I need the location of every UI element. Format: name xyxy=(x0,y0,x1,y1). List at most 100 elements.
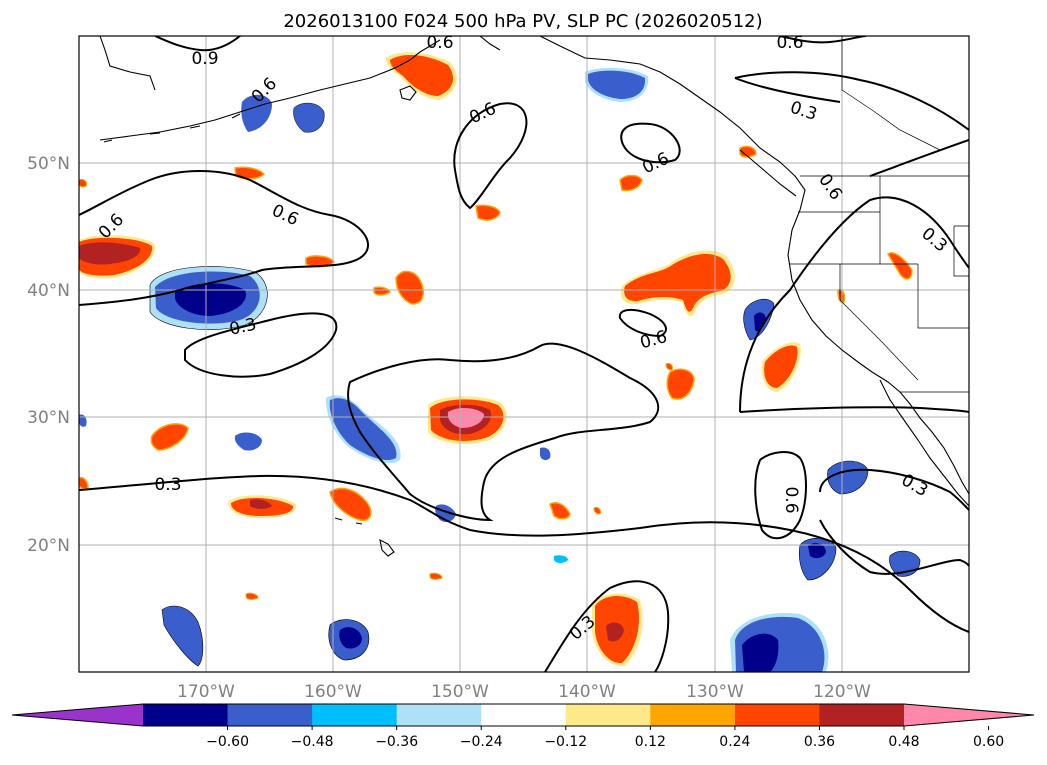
pv-blob xyxy=(764,345,798,388)
contour-line xyxy=(79,474,969,633)
coastline-north-america xyxy=(787,209,969,495)
pv-blob xyxy=(373,286,391,296)
contour-line xyxy=(618,308,667,338)
pv-blob xyxy=(245,592,259,600)
pv-blob xyxy=(79,242,141,265)
pv-blob xyxy=(593,507,601,515)
pv-blob xyxy=(329,398,397,461)
contour-line xyxy=(184,312,338,378)
border-alaska-canada xyxy=(841,36,941,151)
colorbar-tick-label: −0.48 xyxy=(291,734,334,750)
lon-label-130w: 130°W xyxy=(686,682,744,702)
colorbar-segment xyxy=(143,704,229,726)
pv-blob xyxy=(329,487,372,522)
coastline-south-alaska xyxy=(539,36,806,211)
contour-line xyxy=(453,102,528,210)
pv-blob xyxy=(339,627,362,649)
map-panel: 0.9 0.6 0.6 0.6 0.6 0.6 0.6 0.6 0.6 0.3 … xyxy=(78,33,970,673)
coastline-bc-islands xyxy=(739,149,797,197)
lon-label-170w: 170°W xyxy=(177,682,235,702)
contour-label: 0.9 xyxy=(191,49,218,69)
contour-line xyxy=(347,342,660,522)
lon-label-150w: 150°W xyxy=(431,682,489,702)
coastline-hawaii xyxy=(334,517,395,557)
coastlines xyxy=(99,36,969,557)
colorbar-segment xyxy=(819,704,905,726)
colorbar-segment xyxy=(396,704,482,726)
colorbar-tick-label: −0.60 xyxy=(206,734,249,750)
coastline-baja xyxy=(879,379,969,507)
pv-blob xyxy=(161,605,204,667)
pv-blob xyxy=(447,408,484,428)
colorbar-tick-label: 0.36 xyxy=(804,734,835,750)
border-nevada xyxy=(917,264,969,329)
pv-blob xyxy=(886,252,913,280)
pv-blob xyxy=(808,543,826,559)
coastline-alaska-peninsula xyxy=(99,39,441,141)
colorbar-tick-label: 0.48 xyxy=(888,734,919,750)
contour-line xyxy=(819,468,969,511)
colorbar-tick-label: −0.12 xyxy=(544,734,587,750)
chart-title: 2026013100 F024 500 hPa PV, SLP PC (2026… xyxy=(283,11,762,32)
contour-line xyxy=(734,77,969,177)
contour-line xyxy=(739,406,969,413)
political-borders xyxy=(790,36,969,393)
pv-blob xyxy=(619,174,643,192)
contour-line xyxy=(739,196,969,413)
lon-label-160w: 160°W xyxy=(304,682,362,702)
contour-line xyxy=(620,122,681,164)
pv-blob xyxy=(742,633,779,672)
contour-label: 0.6 xyxy=(776,33,803,53)
contour-label: 0.6 xyxy=(781,486,801,513)
colorbar-segment xyxy=(227,704,313,726)
lat-label-40: 40°N xyxy=(27,281,70,301)
pv-blob xyxy=(540,447,551,461)
contour-line xyxy=(779,36,867,44)
contour-line xyxy=(819,519,969,575)
coastline-aleutians xyxy=(103,113,241,143)
coastline-north-edge xyxy=(99,36,501,91)
pv-negative-anomalies xyxy=(79,67,921,672)
colorbar-tick-label: 0.24 xyxy=(719,734,750,750)
colorbar-extend-max xyxy=(904,704,1034,726)
contour-line xyxy=(544,580,670,672)
latitude-labels: 50°N 40°N 30°N 20°N xyxy=(27,154,70,556)
pv-blob xyxy=(79,414,87,427)
pv-positive-anomalies xyxy=(79,52,913,667)
map-frame xyxy=(78,35,970,673)
lon-label-140w: 140°W xyxy=(558,682,616,702)
lat-label-20: 20°N xyxy=(27,536,70,556)
pv-blob xyxy=(395,270,425,305)
colorbar: −0.60 −0.48 −0.36 −0.24 −0.12 0.12 0.24 0.36 0.4… xyxy=(11,703,1035,750)
colorbar-segment xyxy=(481,704,567,726)
pv-blob xyxy=(175,283,246,316)
contour-line xyxy=(79,170,370,306)
border-arizona xyxy=(953,225,969,277)
contour-line xyxy=(154,36,241,52)
pv-blob xyxy=(739,145,757,158)
colorbar-segment xyxy=(312,704,398,726)
contour-line xyxy=(754,451,807,540)
colorbar-segment xyxy=(565,704,651,726)
pv-blob xyxy=(234,432,262,451)
pv-blob xyxy=(606,622,624,642)
contour-line xyxy=(734,71,969,131)
lon-label-120w: 120°W xyxy=(813,682,871,702)
pv-blob xyxy=(624,254,731,312)
pv-shading xyxy=(79,52,921,672)
colorbar-tick-label: 0.60 xyxy=(973,734,1004,750)
slp-contours xyxy=(79,36,969,672)
colorbar-segment xyxy=(734,704,820,726)
pv-blob xyxy=(549,502,571,520)
contour-label: 0.3 xyxy=(154,475,181,495)
pv-blob xyxy=(429,572,443,580)
pv-blob xyxy=(390,54,454,96)
lat-label-30: 30°N xyxy=(27,408,70,428)
pv-blob xyxy=(250,499,272,509)
contour-label: 0.6 xyxy=(426,33,453,53)
pv-blob xyxy=(554,555,568,563)
colorbar-tick-label: −0.36 xyxy=(375,734,418,750)
pv-blob xyxy=(293,102,325,133)
colorbar-segment xyxy=(650,704,736,726)
